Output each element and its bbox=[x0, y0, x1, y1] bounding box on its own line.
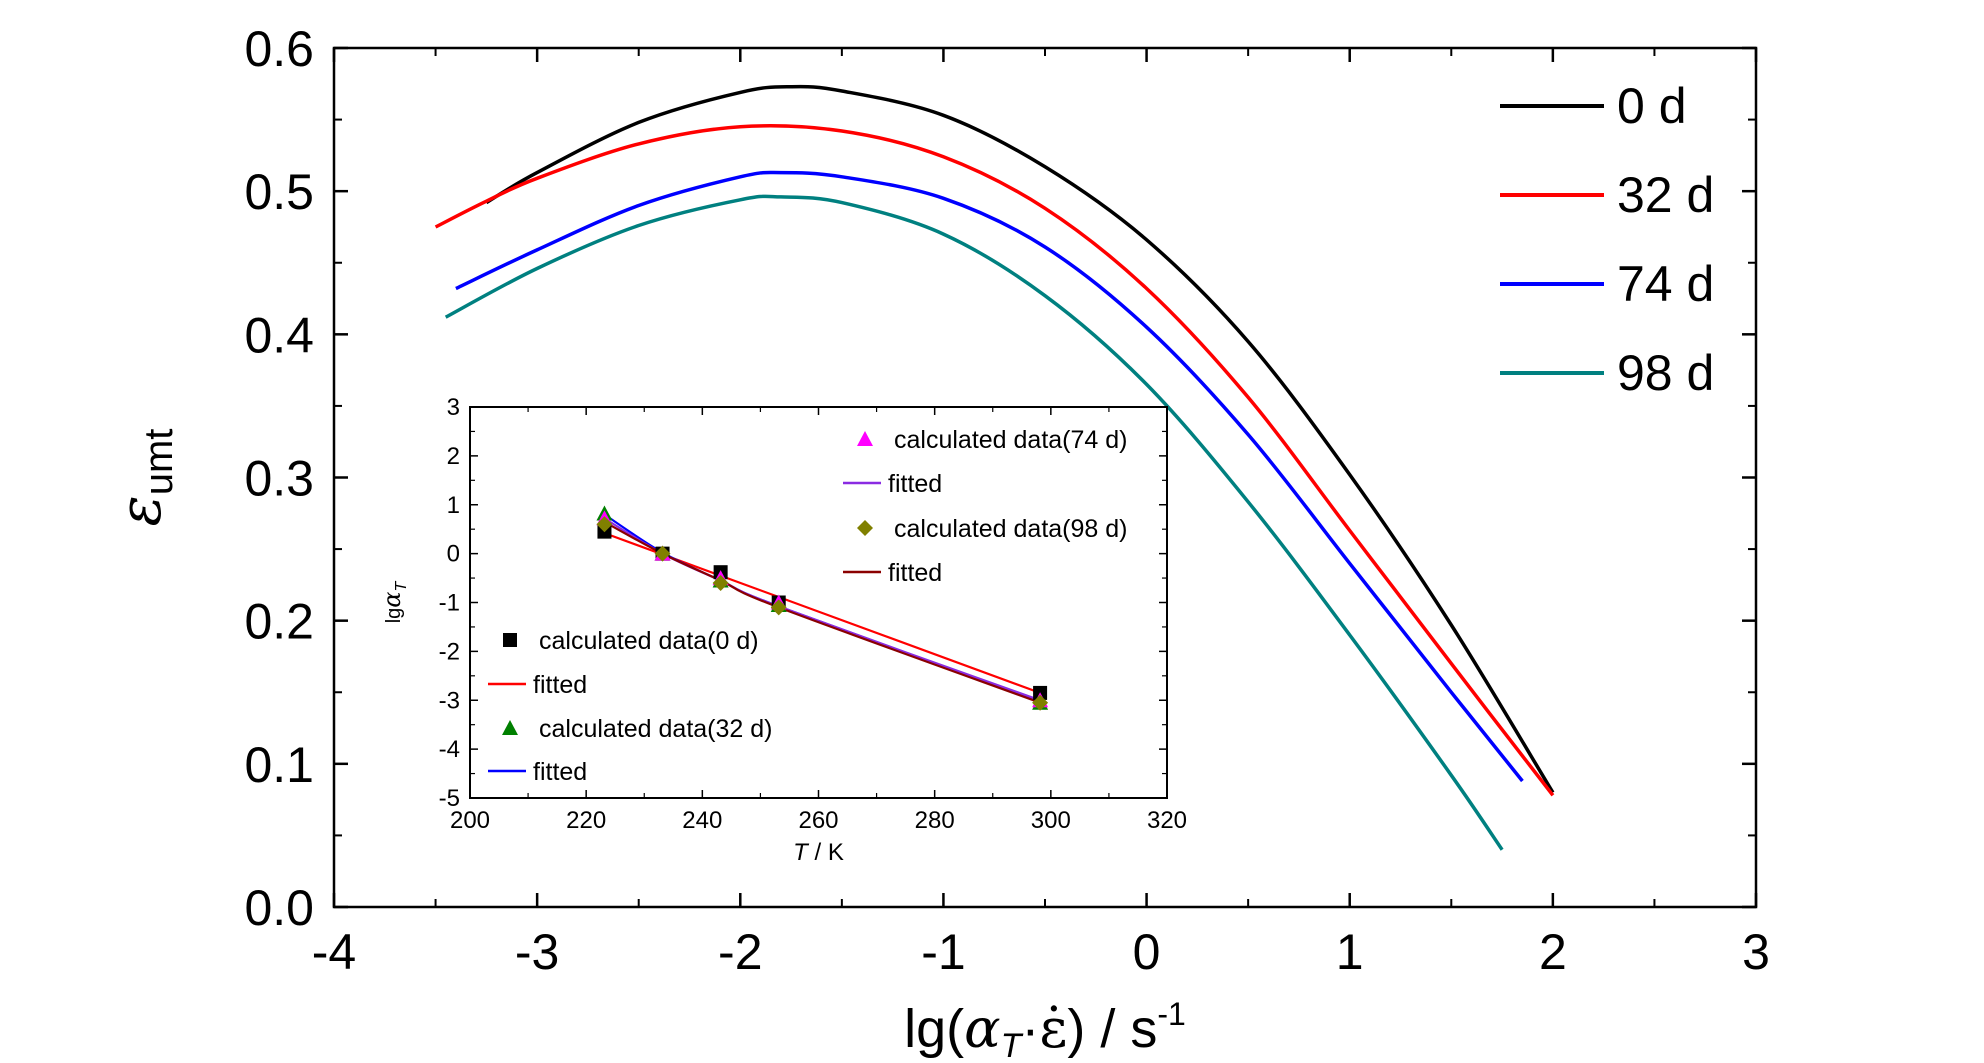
x-axis-title-part: lg( bbox=[904, 999, 964, 1059]
x-axis-title-part: T bbox=[1001, 1027, 1024, 1063]
x-axis-title: lg(αT·ε̇) / s-1 bbox=[904, 996, 1186, 1063]
inset-legend-label: fitted bbox=[533, 758, 587, 786]
series-line-98d bbox=[444, 194, 1504, 851]
inset-y-tick-label: 0 bbox=[447, 541, 460, 568]
inset-x-tick-label: 240 bbox=[682, 807, 722, 834]
x-tick-label: 1 bbox=[1336, 924, 1364, 980]
x-tick-label: 2 bbox=[1539, 924, 1567, 980]
y-tick-label: 0.5 bbox=[244, 164, 314, 220]
inset-legend-label: fitted bbox=[533, 671, 587, 699]
inset-x-axis-title: T / K bbox=[793, 839, 844, 866]
x-tick-label: -2 bbox=[718, 924, 762, 980]
data-point-diamond bbox=[712, 574, 729, 591]
legend-label: 32 d bbox=[1617, 167, 1714, 223]
inset-y-tick-label: -2 bbox=[439, 638, 460, 665]
inset-y-tick-label: 3 bbox=[447, 394, 460, 421]
inset-x-tick-label: 260 bbox=[798, 807, 838, 834]
x-tick-label: 0 bbox=[1133, 924, 1161, 980]
main-plot: -4 -3 -2 -1 0 1 2 30.00.10.20.30.40.50.6lg(αT·ε… bbox=[106, 21, 1770, 1063]
x-tick-label: -3 bbox=[515, 924, 559, 980]
inset-y-tick-label: 2 bbox=[447, 443, 460, 470]
inset-legend-label: calculated data(32 d) bbox=[539, 715, 772, 743]
y-axis-title-symbol: ε bbox=[106, 495, 174, 526]
x-axis-title-part: · bbox=[1021, 999, 1039, 1059]
inset-x-tick-label: 220 bbox=[566, 807, 606, 834]
inset-x-axis-title-unit: / K bbox=[808, 839, 844, 866]
series-line-0d bbox=[485, 84, 1555, 794]
inset-y-tick-label: -3 bbox=[439, 687, 460, 714]
inset-x-tick-label: 300 bbox=[1031, 807, 1071, 834]
inset-legend-label: fitted bbox=[888, 559, 942, 587]
y-tick-label: 0.0 bbox=[244, 880, 314, 936]
y-tick-label: 0.1 bbox=[244, 737, 314, 793]
data-point-diamond bbox=[596, 516, 613, 533]
data-point-triangle bbox=[502, 720, 518, 735]
inset-y-tick-label: -4 bbox=[439, 736, 460, 763]
legend-label: 74 d bbox=[1617, 256, 1714, 312]
inset-y-axis-title-alpha: α bbox=[378, 591, 406, 607]
data-point-triangle bbox=[857, 431, 873, 446]
x-tick-label: 3 bbox=[1742, 924, 1770, 980]
inset-y-axis-title-lg: lg bbox=[383, 608, 405, 624]
inset-y-tick-label: -1 bbox=[439, 590, 460, 617]
y-axis-title-subscript: umt bbox=[137, 429, 181, 496]
inset-legend-label: calculated data(74 d) bbox=[894, 426, 1127, 454]
inset-plot: 200 220 240 260 280 300 320 -5 -4 -3 -2 -1 0 1 2 3 T / K… bbox=[378, 394, 1187, 866]
x-axis-title-part: -1 bbox=[1157, 996, 1185, 1032]
data-point-square bbox=[503, 633, 517, 647]
series-line-74d bbox=[455, 170, 1524, 783]
inset-y-tick-label: 1 bbox=[447, 492, 460, 519]
x-tick-label: -4 bbox=[312, 924, 356, 980]
x-axis-title-part: ε̇ bbox=[1039, 997, 1067, 1060]
inset-x-tick-label: 280 bbox=[915, 807, 955, 834]
y-tick-label: 0.2 bbox=[244, 594, 314, 650]
inset-frame bbox=[469, 406, 1168, 799]
inset-y-tick-label: -5 bbox=[439, 785, 460, 812]
y-axis-title: εumt bbox=[106, 429, 181, 527]
inset-x-axis-title-var: T bbox=[793, 839, 810, 866]
inset-legend-label: calculated data(0 d) bbox=[539, 627, 759, 655]
inset-fitted-line bbox=[603, 520, 1041, 704]
data-point-diamond bbox=[1032, 694, 1049, 711]
data-point-diamond bbox=[654, 545, 671, 562]
x-axis-title-part: ) / s bbox=[1067, 999, 1157, 1059]
legend-label: 0 d bbox=[1617, 78, 1687, 134]
inset-fitted-line bbox=[604, 532, 1041, 694]
x-axis-title-part: α bbox=[964, 997, 1000, 1060]
inset-x-tick-label: 320 bbox=[1147, 807, 1187, 834]
y-tick-label: 0.3 bbox=[244, 451, 314, 507]
inset-legend-label: calculated data(98 d) bbox=[894, 515, 1127, 543]
x-tick-label: -1 bbox=[921, 924, 965, 980]
series-line-32d bbox=[434, 124, 1555, 797]
y-tick-label: 0.4 bbox=[244, 307, 314, 363]
inset-y-axis-title: lgαT bbox=[378, 580, 410, 623]
inset-x-tick-label: 200 bbox=[450, 807, 490, 834]
y-tick-label: 0.6 bbox=[244, 21, 314, 77]
legend-label: 98 d bbox=[1617, 345, 1714, 401]
data-point-diamond bbox=[857, 520, 873, 536]
data-point-diamond bbox=[770, 599, 787, 616]
inset-y-axis-title-T: T bbox=[393, 580, 410, 591]
inset-legend-label: fitted bbox=[888, 470, 942, 498]
